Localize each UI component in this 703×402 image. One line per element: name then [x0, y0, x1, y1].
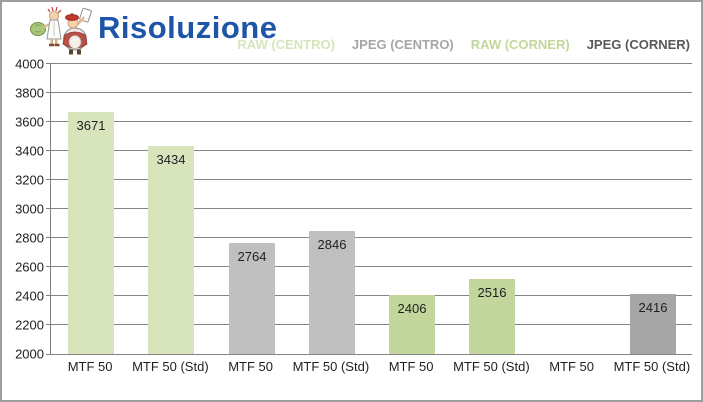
x-axis-label-0: MTF 50 — [67, 359, 113, 374]
chart-title: Risoluzione — [98, 10, 278, 45]
bar-1: 3434 — [148, 146, 194, 354]
gridline-2000 — [51, 354, 692, 355]
x-axis-label-1: MTF 50 (Std) — [132, 359, 209, 374]
bar-value-label-2: 2764 — [237, 249, 267, 265]
y-tick-3000 — [46, 208, 51, 209]
y-tick-2000 — [46, 354, 51, 355]
x-axis-label-2: MTF 50 — [228, 359, 274, 374]
gridline-2800 — [51, 237, 692, 238]
y-tick-2600 — [46, 266, 51, 267]
y-axis-label-3600: 3600 — [15, 114, 44, 130]
x-axis-labels: MTF 50 MTF 50 (Std) MTF 50 MTF 50 (Std) MTF … — [50, 359, 692, 377]
y-axis-label-2200: 2200 — [15, 317, 44, 333]
bar-0: 3671 — [68, 111, 114, 354]
gridline-3400 — [51, 150, 692, 151]
bar-value-label-4: 2406 — [397, 301, 427, 317]
y-tick-3400 — [46, 150, 51, 151]
x-axis-label-4: MTF 50 — [388, 359, 434, 374]
legend-item-2: RAW (CORNER) — [470, 37, 570, 52]
gridline-3800 — [51, 92, 692, 93]
legend-item-3: JPEG (CORNER) — [586, 37, 690, 52]
y-tick-3800 — [46, 92, 51, 93]
gridline-2200 — [51, 324, 692, 325]
cartoon-characters-logo-art — [30, 6, 92, 55]
bar-value-label-5: 2516 — [477, 285, 507, 301]
y-axis-label-4000: 4000 — [15, 56, 44, 72]
y-tick-3200 — [46, 179, 51, 180]
bar-3: 2846 — [309, 231, 355, 354]
legend-item-1: JPEG (CENTRO) — [351, 37, 454, 52]
bar-2: 2764 — [229, 243, 275, 354]
bar-value-label-0: 3671 — [76, 117, 106, 133]
y-axis-labels: 2000 2200 2400 2600 2800 3000 3200 3400 3600 3800… — [2, 57, 44, 362]
y-axis-label-2000: 2000 — [15, 346, 44, 362]
gridline-3000 — [51, 208, 692, 209]
y-axis-label-3800: 3800 — [15, 85, 44, 101]
legend-item-0: RAW (CENTRO) — [237, 37, 335, 52]
x-axis-label-5: MTF 50 (Std) — [453, 359, 530, 374]
bar-4: 2406 — [389, 295, 435, 354]
y-axis-label-2600: 2600 — [15, 259, 44, 275]
bar-value-label-1: 3434 — [156, 152, 186, 168]
gridline-4000 — [51, 63, 692, 64]
y-tick-4000 — [46, 63, 51, 64]
y-tick-2200 — [46, 324, 51, 325]
y-tick-2800 — [46, 237, 51, 238]
y-axis-label-2800: 2800 — [15, 230, 44, 246]
y-axis-label-2400: 2400 — [15, 288, 44, 304]
gridline-3200 — [51, 179, 692, 180]
bar-7: 2416 — [630, 293, 676, 354]
x-axis-label-3: MTF 50 (Std) — [292, 359, 370, 374]
x-axis-label-7: MTF 50 (Std) — [613, 359, 691, 374]
gridline-2600 — [51, 266, 692, 267]
y-tick-2400 — [46, 295, 51, 296]
bar-5: 2516 — [469, 279, 515, 354]
bar-value-label-3: 2846 — [317, 237, 347, 253]
y-axis-label-3400: 3400 — [15, 143, 44, 159]
gridline-2400 — [51, 295, 692, 296]
x-axis-label-6: MTF 50 — [549, 359, 595, 374]
bar-value-label-7: 2416 — [638, 299, 668, 315]
y-axis-label-3000: 3000 — [15, 201, 44, 217]
gridline-3600 — [51, 121, 692, 122]
y-tick-3600 — [46, 121, 51, 122]
plot-area: 3671 3434 2764 2846 2406 2516 2416 — [46, 63, 692, 355]
cartoon-characters-logo — [29, 6, 95, 60]
chart-legend: RAW (CENTRO) JPEG (CENTRO) RAW (CORNER) JPE… — [237, 37, 690, 52]
y-axis-label-3200: 3200 — [15, 172, 44, 188]
